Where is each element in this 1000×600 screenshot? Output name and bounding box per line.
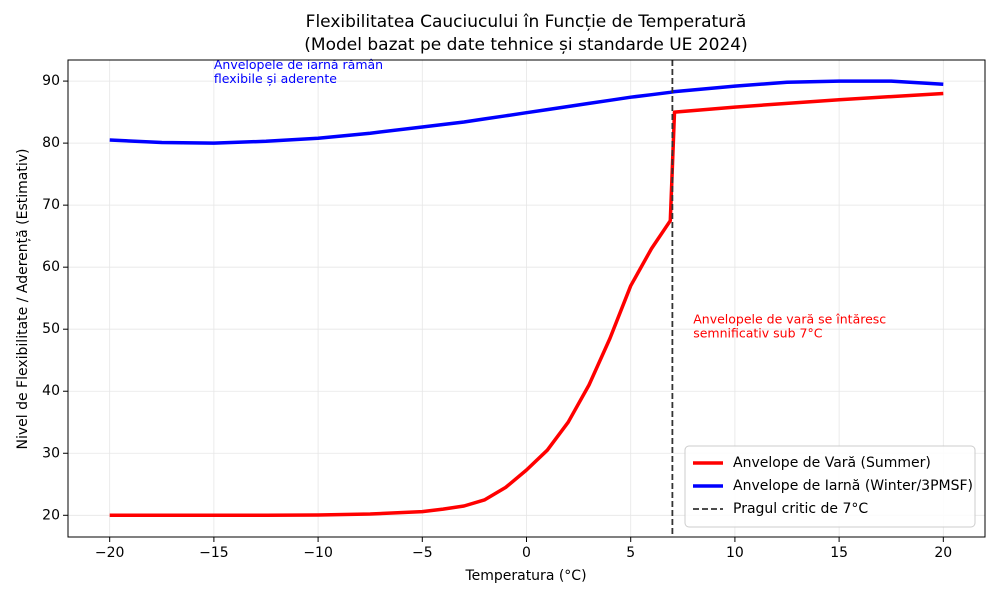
x-axis-label: Temperatura (°C) xyxy=(464,568,586,584)
plot-frame xyxy=(67,59,986,538)
x-tick-label: −10 xyxy=(303,545,333,561)
y-tick-label: 60 xyxy=(42,259,60,275)
series-line xyxy=(109,91,944,518)
x-tick-label: −5 xyxy=(412,545,433,561)
annotation-text: flexibile și aderente xyxy=(214,71,337,86)
legend-box xyxy=(684,445,976,528)
y-tick-label: 30 xyxy=(42,445,60,461)
annotation: Anvelopele de vară se întărescsemnificat… xyxy=(693,311,886,340)
legend-label: Anvelope de Vară (Summer) xyxy=(733,455,931,471)
x-tick-label: 10 xyxy=(726,545,744,561)
legend-label: Pragul critic de 7°C xyxy=(733,501,868,517)
annotation-text: semnificativ sub 7°C xyxy=(693,325,822,340)
chart-subtitle: (Model bazat pe date tehnice și standard… xyxy=(304,35,747,55)
y-axis-label: Nivel de Flexibilitate / Aderență (Estim… xyxy=(15,149,31,450)
x-tick-label: −15 xyxy=(199,545,229,561)
x-tick-label: 0 xyxy=(522,545,531,561)
y-tick-label: 90 xyxy=(42,73,60,89)
legend-label: Anvelope de Iarnă (Winter/3PMSF) xyxy=(733,478,973,494)
y-tick-label: 40 xyxy=(42,383,60,399)
y-tick-label: 80 xyxy=(42,135,60,151)
y-tick-label: 50 xyxy=(42,321,60,337)
x-tick-label: 5 xyxy=(626,545,635,561)
y-tick-label: 70 xyxy=(42,197,60,213)
y-tick-label: 20 xyxy=(42,507,60,523)
annotation-text: Anvelopele de iarnă rămân xyxy=(214,57,383,72)
annotation-text: Anvelopele de vară se întăresc xyxy=(693,311,886,326)
chart-title: Flexibilitatea Cauciucului în Funcție de… xyxy=(306,12,747,32)
x-tick-label: 15 xyxy=(830,545,848,561)
series-line xyxy=(109,79,944,145)
x-tick-label: 20 xyxy=(934,545,952,561)
x-tick-label: −20 xyxy=(95,545,125,561)
